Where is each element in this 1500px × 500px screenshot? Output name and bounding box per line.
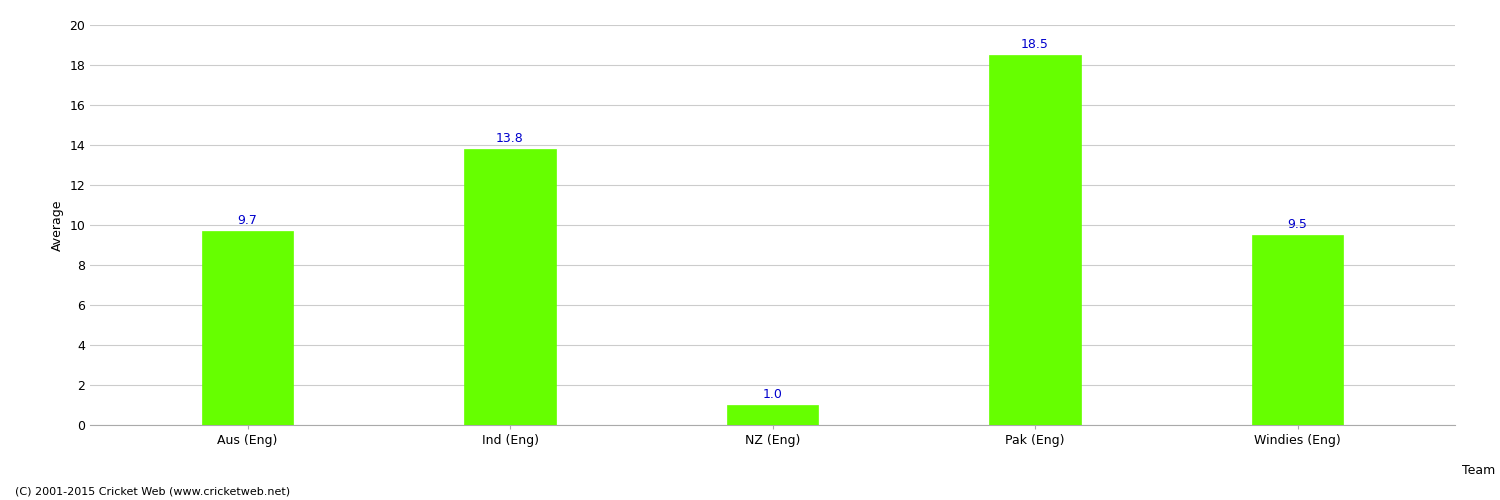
Bar (726, 405, 819, 425)
Text: 1.0: 1.0 (762, 388, 783, 401)
Y-axis label: Average: Average (51, 199, 63, 251)
Bar (988, 55, 1082, 425)
Text: 18.5: 18.5 (1022, 38, 1048, 51)
Bar (201, 231, 294, 425)
Bar (1251, 235, 1344, 425)
Text: (C) 2001-2015 Cricket Web (www.cricketweb.net): (C) 2001-2015 Cricket Web (www.cricketwe… (15, 487, 290, 497)
Text: 9.5: 9.5 (1287, 218, 1308, 231)
Text: 9.7: 9.7 (237, 214, 258, 227)
Text: 13.8: 13.8 (496, 132, 523, 145)
Bar (464, 149, 556, 425)
Text: Team: Team (1462, 464, 1496, 477)
